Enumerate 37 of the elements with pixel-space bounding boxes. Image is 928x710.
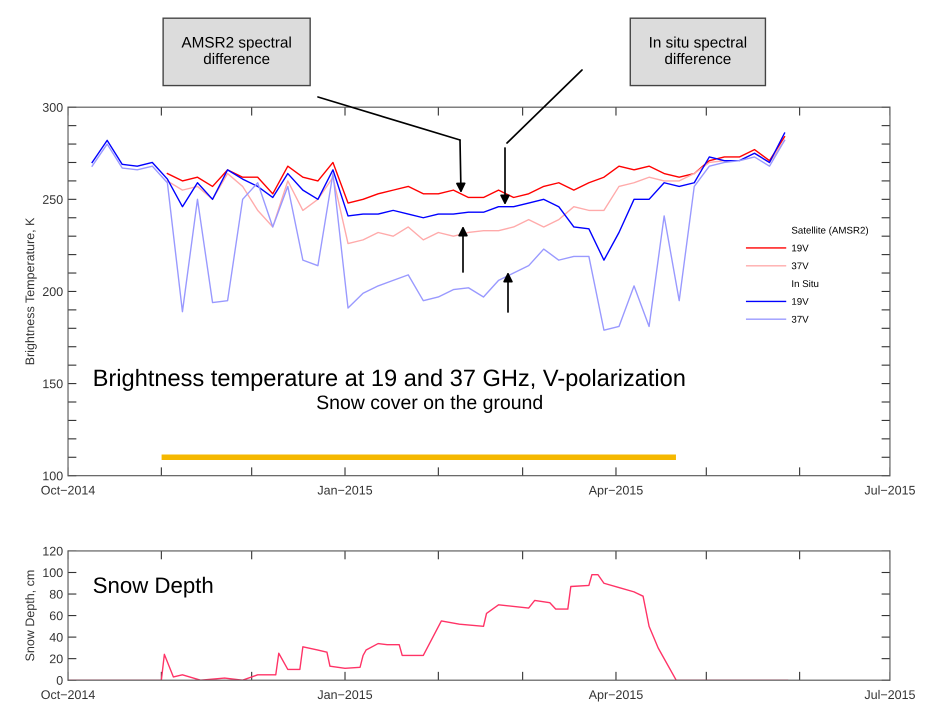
y-tick-label: 40 — [50, 632, 63, 642]
line-series — [91, 140, 786, 331]
x-tick-label: Oct−2014 — [41, 486, 95, 495]
y-tick-label: 200 — [42, 287, 63, 296]
text: In situ spectral difference — [650, 36, 746, 64]
annotation: Snow cover on the ground — [317, 394, 542, 414]
x-tick-label: Jan−2015 — [318, 486, 372, 495]
annotation: In Situ — [792, 280, 818, 288]
y-axis-title: Brightness Temperature, K — [25, 218, 37, 364]
y-axis-title: Snow Depth, cm — [25, 570, 37, 661]
line-series — [166, 140, 786, 244]
y-tick-label: 120 — [43, 546, 63, 556]
legend-label: 19V — [792, 244, 809, 252]
legend-label: 19V — [792, 298, 809, 305]
y-tick-label: 80 — [50, 590, 63, 599]
x-tick-label: Jul−2015 — [864, 485, 915, 495]
x-tick-label: Jul−2015 — [864, 690, 915, 700]
x-tick-label: Jan−2015 — [318, 690, 372, 700]
y-tick-label: 100 — [43, 568, 63, 578]
annotation: Satellite (AMSR2) — [792, 226, 868, 236]
y-tick-label: 60 — [50, 611, 63, 620]
x-tick-label: Oct−2014 — [41, 690, 95, 700]
y-tick-label: 250 — [42, 195, 63, 204]
y-tick-label: 300 — [42, 103, 63, 112]
text: Brightness temperature at 19 and 37 GHz, V-polarization — [94, 368, 684, 391]
line-series — [91, 132, 786, 261]
text: Snow Depth — [94, 576, 212, 598]
line-series — [166, 136, 786, 204]
text: AMSR2 spectral difference — [181, 36, 291, 64]
y-tick-label: 20 — [50, 654, 63, 664]
y-tick-label: 100 — [43, 472, 63, 480]
x-tick-label: Apr−2015 — [588, 690, 643, 702]
legend-label: 37V — [792, 262, 809, 270]
x-tick-label: Apr−2015 — [588, 486, 643, 498]
legend-label: 37V — [792, 316, 809, 323]
y-tick-label: 0 — [56, 676, 63, 685]
y-tick-label: 150 — [43, 379, 63, 388]
